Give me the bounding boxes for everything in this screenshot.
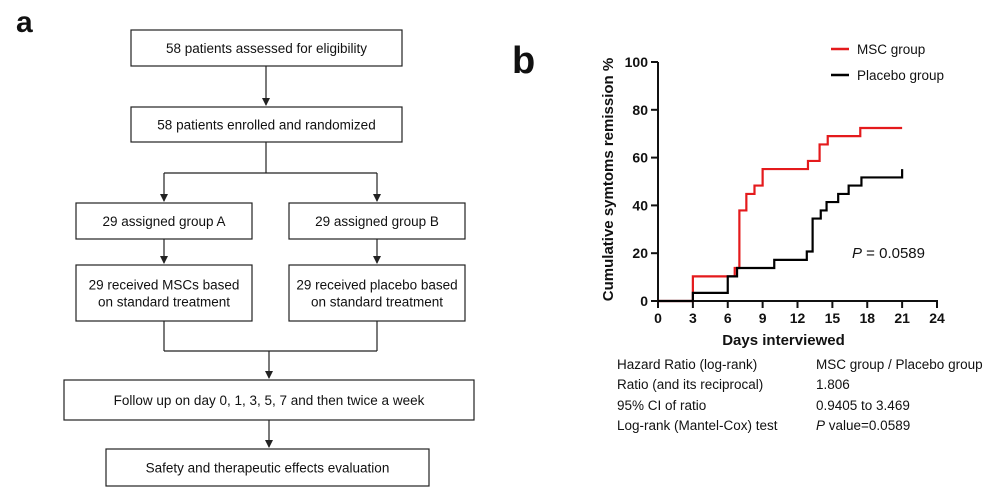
x-tick-label: 18: [859, 310, 875, 326]
x-axis-title: Days interviewed: [722, 332, 845, 349]
table-row: Ratio (and its reciprocal) 1.806: [617, 375, 983, 396]
flow-box-group-b: [288, 202, 466, 240]
stat-value: 0.9405 to 3.469: [816, 397, 910, 413]
x-tick-label: 24: [929, 310, 945, 326]
x-tick-label: 15: [825, 310, 841, 326]
flow-box-text: Follow up on day 0, 1, 3, 5, 7 and then …: [114, 393, 425, 408]
flow-box-text: 29 received MSCs based: [89, 278, 240, 293]
table-row: 95% CI of ratio 0.9405 to 3.469: [617, 395, 983, 416]
y-tick-label: 80: [632, 102, 648, 118]
x-tick-label: 12: [790, 310, 806, 326]
y-tick-label: 20: [632, 245, 648, 261]
stat-label: Hazard Ratio (log-rank): [617, 356, 758, 372]
flow-box-text: Safety and therapeutic effects evaluatio…: [146, 461, 390, 476]
flow-box-eligibility: [130, 29, 403, 67]
table-row: Log-rank (Mantel-Cox) test P value=0.058…: [617, 416, 983, 437]
flow-box-text: on standard treatment: [311, 295, 443, 310]
x-tick-label: 3: [689, 310, 697, 326]
series-line-msc: [658, 126, 903, 303]
x-tick-label: 21: [894, 310, 910, 326]
y-tick-label: 0: [640, 293, 648, 309]
flow-box-text: 58 patients enrolled and randomized: [157, 118, 375, 133]
hazard-ratio-table: Hazard Ratio (log-rank) MSC group / Plac…: [617, 354, 983, 436]
stat-label: Log-rank (Mantel-Cox) test: [617, 418, 778, 434]
y-axis-title: Cumulative symtoms remission %: [600, 58, 617, 301]
panel-label-a: a: [16, 6, 33, 39]
legend-label: MSC group: [857, 42, 925, 57]
legend-label: Placebo group: [857, 68, 944, 83]
flow-box-placebo-treatment: [288, 264, 466, 322]
flow-box-msc-treatment: [75, 264, 253, 322]
y-tick-label: 40: [632, 197, 648, 213]
stat-value: P value=0.0589: [816, 418, 911, 434]
flow-box-text: 58 patients assessed for eligibility: [166, 41, 367, 56]
flow-box-text: 29 assigned group B: [315, 214, 439, 229]
table-row: Hazard Ratio (log-rank) MSC group / Plac…: [617, 354, 983, 375]
panel-label-b: b: [512, 40, 536, 82]
stat-label: 95% CI of ratio: [617, 397, 707, 413]
p-value-symbol: P: [852, 245, 862, 262]
p-value-text: = 0.0589: [862, 245, 925, 262]
stat-value: 1.806: [816, 377, 850, 393]
y-tick-label: 60: [632, 150, 648, 166]
flow-box-text: 29 assigned group A: [102, 214, 225, 229]
flow-box-text: 29 received placebo based: [296, 278, 457, 293]
x-tick-label: 0: [654, 310, 662, 326]
p-value-annotation: P = 0.0589: [852, 245, 925, 262]
x-tick-label: 9: [759, 310, 767, 326]
flow-box-text: on standard treatment: [98, 295, 230, 310]
x-tick-label: 6: [724, 310, 732, 326]
stat-label: Ratio (and its reciprocal): [617, 377, 764, 393]
flow-box-evaluation: [105, 448, 430, 487]
y-tick-label: 100: [625, 54, 649, 70]
flow-box-group-a: [75, 202, 253, 240]
series-line-placebo: [658, 169, 904, 303]
stat-value: MSC group / Placebo group: [816, 356, 983, 372]
